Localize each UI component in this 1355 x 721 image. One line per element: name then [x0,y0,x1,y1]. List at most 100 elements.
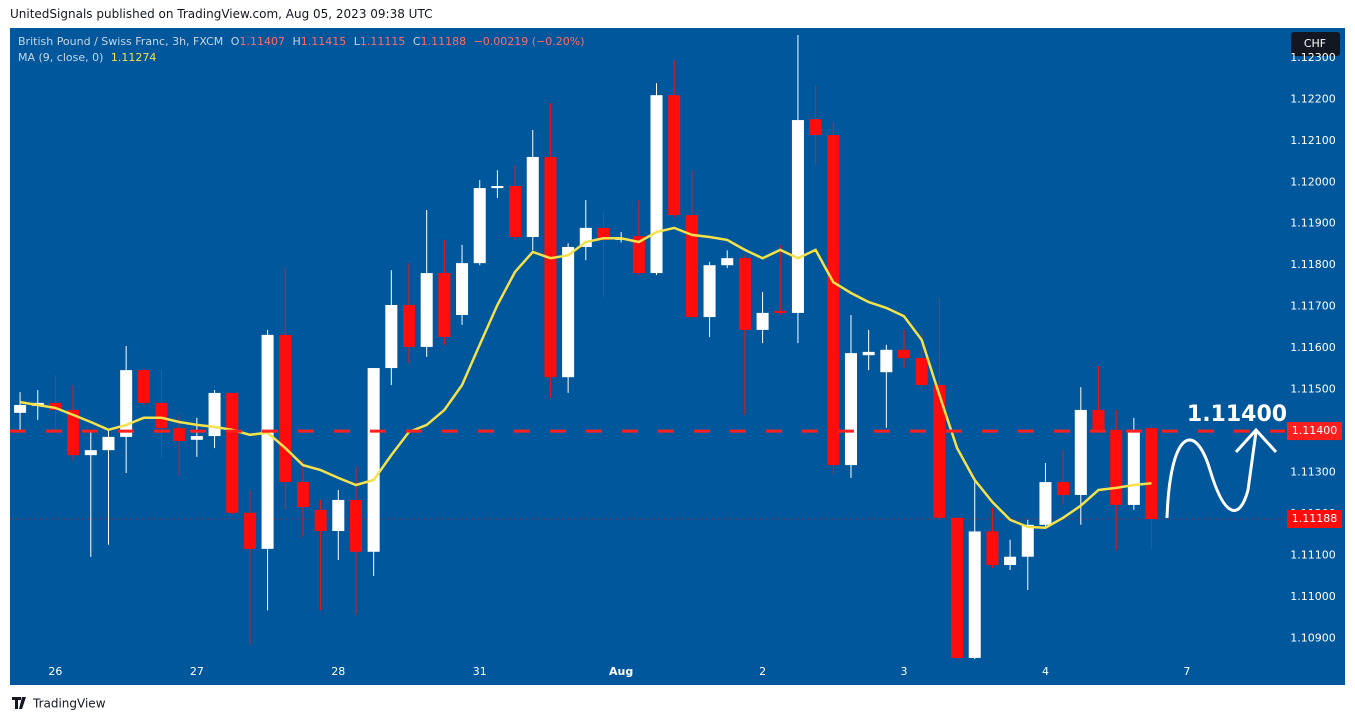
candle-body [774,310,787,313]
candle-body [385,305,398,369]
x-tick-label: 3 [901,665,908,678]
x-tick-label: 4 [1042,665,1049,678]
candle-body [226,392,239,513]
candle-body [791,120,804,313]
y-tick-label: 1.12200 [1290,92,1336,105]
ohlc-label: O [230,35,240,48]
candle-body [1021,524,1034,557]
x-tick-label: 26 [48,665,62,678]
candle-body [756,312,769,330]
y-tick-label: 1.11300 [1290,466,1336,479]
candle-body [1110,429,1123,505]
y-tick-label: 1.11700 [1290,300,1336,313]
candle-body [67,409,80,456]
candle-body [261,334,274,549]
candle-body [933,385,946,518]
candle-body [420,273,433,347]
footer: TradingView [32,697,106,711]
candle-body [438,273,451,337]
x-tick-label: 28 [331,665,345,678]
candle-body [208,392,221,437]
arrow-head [1234,427,1278,454]
candle-body [84,450,97,456]
logo [12,697,26,709]
x-tick-label: 31 [473,665,487,678]
candle-body [862,351,875,356]
candle-body [632,236,645,274]
candle-body [14,404,27,413]
candle-body [456,263,469,315]
y-tick-label: 1.12000 [1290,175,1336,188]
candle-body [844,353,857,466]
level-label-box [1287,422,1342,441]
candle-body [1057,482,1070,495]
currency: CHF [1304,37,1326,50]
candle-body [296,482,309,507]
candle-body [703,265,716,318]
level-label: 1.11400 [1292,424,1338,437]
candle-body [1127,429,1140,505]
candle-body [102,436,115,451]
ohlc-label: H [292,35,301,48]
x-tick-label: Aug [609,665,633,678]
candle-body [243,512,256,549]
candle-body [367,368,380,552]
marks [10,35,1285,660]
candle-body [951,517,964,658]
y-tick-label: 1.11900 [1290,217,1336,230]
candle-body [332,499,345,532]
candle-body [1145,428,1158,520]
candle-body [173,428,186,442]
y-tick-label: 1.12300 [1290,51,1336,64]
candle-body [898,349,911,359]
ohlc-value: 1.11407 [239,35,285,48]
candle-body [738,258,751,330]
candle-body [1092,409,1105,430]
candle-body [721,258,734,266]
change: −0.00219 (−0.20%) [473,35,585,48]
x-tick-label: 27 [190,665,204,678]
ohlc-label: C [412,35,421,48]
candle-body [491,186,504,189]
candle-body [509,186,522,238]
candle-body [526,156,539,238]
symbol: British Pound / Swiss Franc, 3h, FXCM [18,35,224,48]
candle-body [650,95,663,274]
last-price-label: 1.11188 [1292,512,1338,525]
x-tick-label: 7 [1183,665,1190,678]
candle-body [190,436,203,440]
x-tick-label: 2 [759,665,766,678]
ma-legend: MA (9, close, 0) 1.11274 [18,51,156,64]
candle-body [685,215,698,318]
y-tick-label: 1.10900 [1290,631,1336,644]
candle-body [880,349,893,373]
annotation: 1.11400 [1187,402,1287,427]
currency-box [1291,32,1340,56]
ma-value: 1.11274 [110,51,157,64]
header: UnitedSignals published on TradingView.c… [10,7,433,21]
candle-body [597,227,610,240]
candle-body [827,134,840,466]
ohlc-label: L [353,35,360,48]
candle-body [49,402,62,410]
y-tick-label: 1.11100 [1290,548,1336,561]
ohlc-value: 1.11188 [420,35,467,48]
candle-body [544,156,557,378]
candle-body [968,531,981,658]
candle-body [1004,556,1017,566]
ohlc-value: 1.11115 [359,35,406,48]
candle-body [473,188,486,264]
y-tick-label: 1.11800 [1290,258,1336,271]
candle-body [155,402,168,429]
candle-body [1074,409,1087,495]
candle-body [279,334,292,483]
candle-body [809,119,822,135]
y-tick-label: 1.11500 [1290,383,1336,396]
y-tick-label: 1.12100 [1290,134,1336,147]
ohlc-value: 1.11415 [300,35,347,48]
candle-body [403,305,416,347]
candle-body [915,358,928,386]
ma-name: MA (9, close, 0) [18,51,104,64]
